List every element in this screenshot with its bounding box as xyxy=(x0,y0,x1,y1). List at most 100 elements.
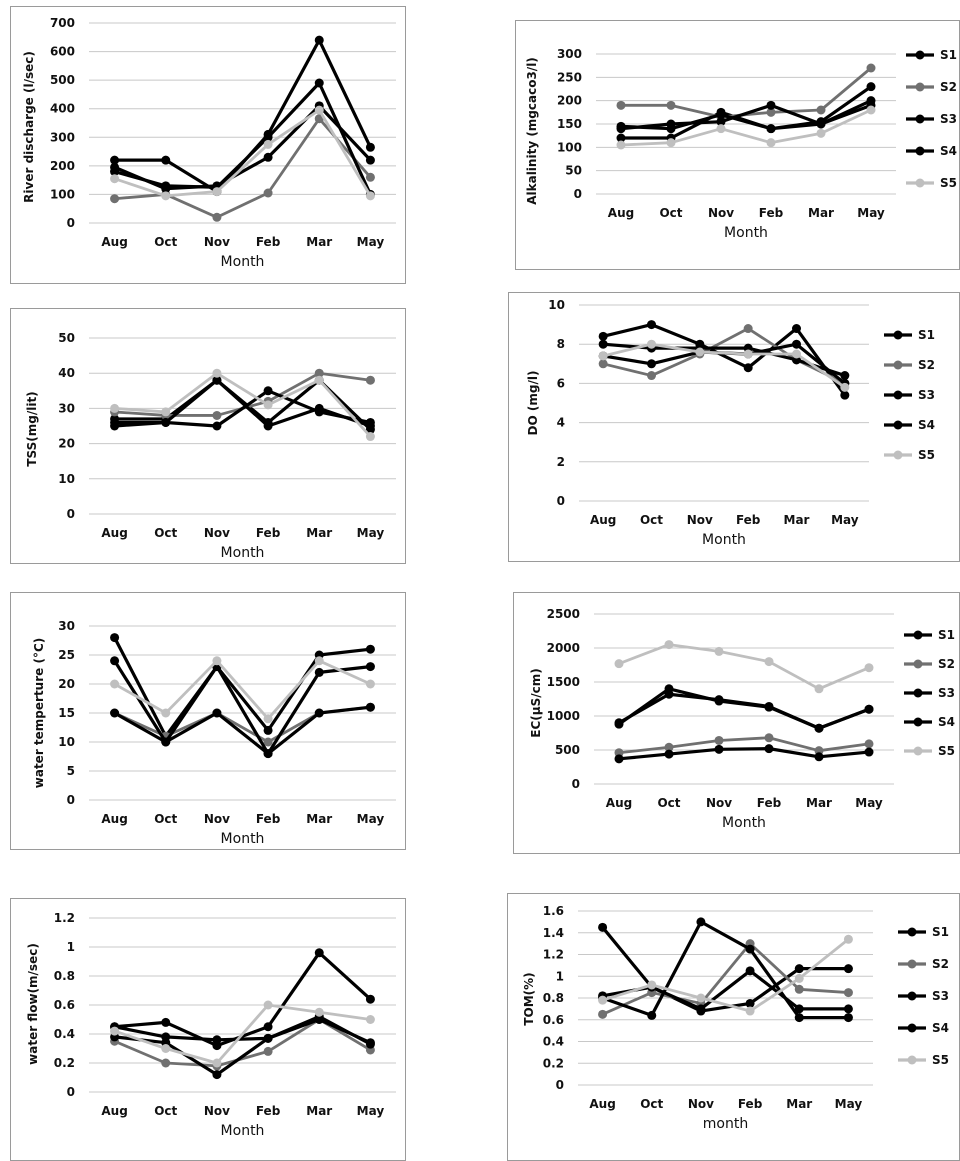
y-tick-label: 25 xyxy=(58,648,75,662)
y-tick-label: 6 xyxy=(557,376,565,390)
data-point xyxy=(365,172,375,182)
data-point xyxy=(212,656,222,666)
y-tick-label: 0 xyxy=(574,187,582,201)
x-tick-label: Nov xyxy=(204,812,230,826)
x-axis-label: Month xyxy=(724,225,768,241)
data-point xyxy=(766,138,776,148)
x-tick-label: Feb xyxy=(256,1104,281,1118)
x-tick-label: May xyxy=(357,526,385,540)
data-point xyxy=(263,132,273,142)
data-point xyxy=(263,714,273,724)
data-point xyxy=(212,1058,222,1068)
y-tick-label: 200 xyxy=(50,159,75,173)
series-line xyxy=(113,104,372,191)
data-point xyxy=(314,656,324,666)
legend-marker xyxy=(907,959,917,969)
y-tick-label: 400 xyxy=(50,102,75,116)
y-tick-label: 1000 xyxy=(547,709,580,723)
legend-marker xyxy=(893,450,903,460)
legend-marker xyxy=(893,390,903,400)
series-line xyxy=(620,103,872,131)
legend-marker xyxy=(915,146,925,156)
chart-tom: 0 0.2 0.4 0.6 0.8 1 1.2 1.4 1.6 Aug Oct Nov Feb Mar Ma… xyxy=(507,893,960,1161)
data-point xyxy=(766,100,776,110)
data-point xyxy=(263,1046,273,1056)
data-point xyxy=(161,417,171,427)
y-tick-label: 0.8 xyxy=(543,991,564,1005)
data-point xyxy=(814,723,824,733)
y-tick-label: 2000 xyxy=(547,641,580,655)
series-line xyxy=(618,692,870,730)
y-tick-label: 0 xyxy=(67,793,75,807)
data-point xyxy=(840,390,850,400)
legend-label: S2 xyxy=(932,957,949,971)
data-point xyxy=(794,1013,804,1023)
series-line xyxy=(620,108,872,147)
data-point xyxy=(843,1004,853,1014)
y-tick-label: 600 xyxy=(50,45,75,59)
data-point xyxy=(843,934,853,944)
legend-label: S3 xyxy=(932,989,949,1003)
y-tick-label: 100 xyxy=(557,140,582,154)
y-tick-label: 500 xyxy=(555,743,580,757)
data-point xyxy=(666,138,676,148)
data-point xyxy=(110,633,120,643)
data-point xyxy=(764,744,774,754)
x-tick-label: Oct xyxy=(154,812,177,826)
data-point xyxy=(263,400,273,410)
data-point xyxy=(212,421,222,431)
data-point xyxy=(745,944,755,954)
x-tick-label: Nov xyxy=(708,206,734,220)
data-point xyxy=(743,349,753,359)
data-point xyxy=(598,1009,608,1019)
data-point xyxy=(616,121,626,131)
series-line xyxy=(114,108,372,198)
data-point xyxy=(161,407,171,417)
data-point xyxy=(614,659,624,669)
data-point xyxy=(794,964,804,974)
data-point xyxy=(794,984,804,994)
data-point xyxy=(263,152,273,162)
data-point xyxy=(616,140,626,150)
data-point xyxy=(212,187,222,197)
series-line xyxy=(618,747,870,761)
data-point xyxy=(864,704,874,714)
y-tick-label: 250 xyxy=(557,70,582,84)
data-point xyxy=(616,133,626,143)
data-point xyxy=(666,100,676,110)
y-tick-label: 1.2 xyxy=(543,948,564,962)
data-point xyxy=(666,124,676,134)
data-point xyxy=(714,744,724,754)
data-point xyxy=(743,324,753,334)
x-tick-label: Nov xyxy=(687,513,713,527)
x-tick-label: Feb xyxy=(256,526,281,540)
x-tick-label: Aug xyxy=(589,1097,615,1111)
legend-label: S2 xyxy=(938,657,955,671)
data-point xyxy=(365,432,375,442)
data-point xyxy=(598,922,608,932)
y-tick-label: 0.2 xyxy=(543,1056,564,1070)
data-point xyxy=(792,349,801,359)
legend-label: S1 xyxy=(938,628,955,642)
x-tick-label: Mar xyxy=(306,812,332,826)
x-tick-label: Oct xyxy=(640,1097,663,1111)
data-point xyxy=(110,403,120,413)
data-point xyxy=(365,994,375,1004)
data-point xyxy=(263,386,273,396)
data-point xyxy=(766,107,776,117)
data-point xyxy=(110,417,120,427)
x-tick-label: May xyxy=(357,1104,385,1118)
data-point xyxy=(792,339,801,349)
data-point xyxy=(840,371,850,381)
legend-label: S1 xyxy=(940,48,957,62)
series-line xyxy=(114,1003,371,1065)
legend-label: S1 xyxy=(932,925,949,939)
data-point xyxy=(840,382,850,392)
legend-label: S5 xyxy=(940,176,957,190)
y-tick-label: 20 xyxy=(58,437,75,451)
data-point xyxy=(365,1038,375,1048)
x-tick-label: Aug xyxy=(606,796,632,810)
series-line xyxy=(601,926,849,1013)
legend-label: S5 xyxy=(938,744,955,758)
data-point xyxy=(866,105,876,115)
